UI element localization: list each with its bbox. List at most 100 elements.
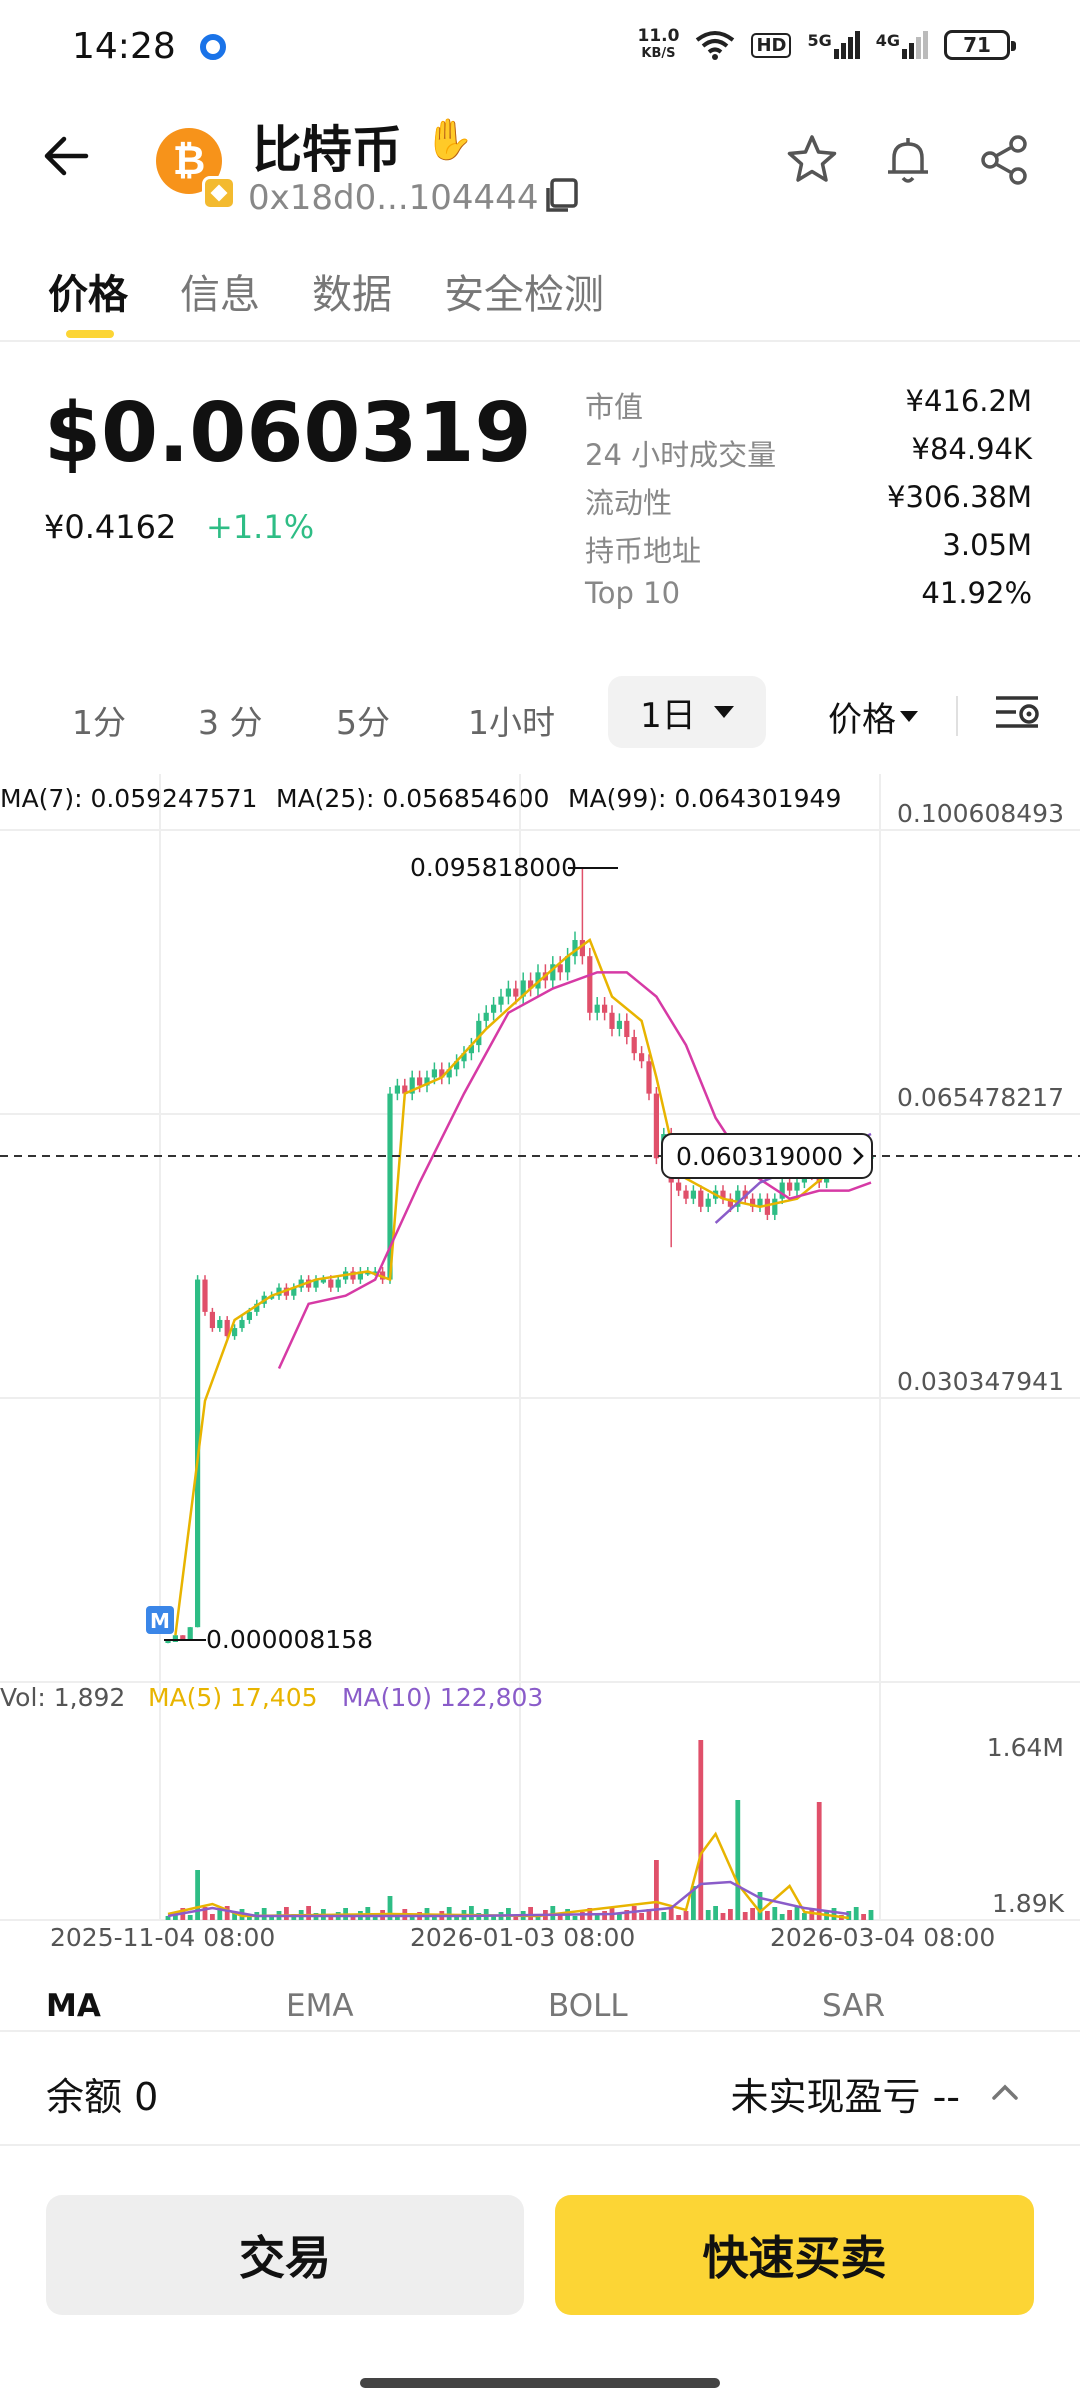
tab-active-indicator	[66, 330, 114, 338]
candle	[698, 1190, 704, 1207]
volume-bar	[572, 1916, 578, 1920]
unrealized-pnl[interactable]: 未实现盈亏 --	[730, 2075, 960, 2119]
marker-label: M	[150, 1609, 170, 1633]
notification-app-icon	[200, 34, 226, 60]
indicator-boll[interactable]: BOLL	[548, 1988, 628, 2024]
volume-bar	[713, 1906, 718, 1920]
volume-bar	[387, 1896, 393, 1920]
candle	[269, 1295, 275, 1299]
candle	[357, 1271, 363, 1280]
candle	[565, 956, 571, 973]
signal-5g-icon: 5G	[807, 31, 860, 59]
x-axis-label: 2025-11-04 08:00	[50, 1923, 275, 1952]
star-icon[interactable]	[784, 132, 840, 188]
candle	[306, 1279, 312, 1288]
volume-bar	[409, 1916, 415, 1920]
volume-bar	[580, 1912, 585, 1920]
tab-info[interactable]: 信息	[180, 272, 260, 318]
candle	[254, 1303, 260, 1312]
candle	[387, 1093, 393, 1280]
interval-1d-dropdown[interactable]: 1日	[608, 676, 766, 748]
volume-bar	[765, 1911, 770, 1920]
current-price-tag[interactable]: 0.060319000	[661, 1133, 873, 1179]
chart-settings-icon[interactable]	[994, 692, 1042, 734]
tab-security[interactable]: 安全检测	[444, 272, 604, 318]
candle	[602, 1004, 608, 1013]
volume-bar	[506, 1908, 511, 1920]
interval-1h[interactable]: 1小时	[468, 703, 555, 742]
ma7-line	[174, 938, 872, 1636]
volume-bar	[691, 1886, 696, 1920]
quick-trade-button[interactable]: 快速买卖	[555, 2195, 1034, 2315]
candle	[787, 1182, 793, 1191]
volume-bar	[787, 1910, 792, 1920]
copy-icon[interactable]	[540, 176, 580, 216]
candle	[172, 1635, 178, 1642]
volume-bar	[594, 1915, 600, 1920]
indicator-ma[interactable]: MA	[46, 1988, 101, 2024]
candle	[461, 1053, 467, 1062]
candle	[180, 1635, 186, 1640]
y-axis-label: 0.030347941	[897, 1367, 1064, 1396]
volume-bar	[195, 1870, 200, 1920]
candle	[335, 1279, 341, 1288]
share-icon[interactable]	[976, 132, 1032, 188]
marker-badge[interactable]	[146, 1606, 174, 1634]
candle	[454, 1061, 460, 1070]
interval-1m[interactable]: 1分	[72, 703, 126, 742]
ma25-line	[277, 971, 872, 1369]
chevron-up-icon[interactable]	[990, 2078, 1020, 2108]
candle	[520, 980, 526, 997]
indicator-sar[interactable]: SAR	[822, 1988, 885, 2024]
stat-holders-label: 持币地址	[585, 534, 702, 568]
volume-bar	[491, 1916, 496, 1920]
volume-bar	[210, 1914, 215, 1920]
volume-bar	[742, 1912, 748, 1920]
ma7-legend: MA(7): 0.059247571	[0, 784, 258, 813]
trade-button[interactable]: 交易	[46, 2195, 524, 2315]
indicator-ema[interactable]: EMA	[286, 1988, 354, 2024]
chevron-right-icon	[853, 1147, 864, 1165]
candle	[639, 1053, 645, 1062]
tab-price[interactable]: 价格	[48, 272, 128, 318]
stat-holders-value: 3.05M	[942, 528, 1032, 562]
volume-ma10-line	[167, 1880, 849, 1918]
tab-data[interactable]: 数据	[312, 272, 392, 318]
coin-name: 比特币	[252, 121, 402, 179]
volume-bar	[654, 1860, 659, 1920]
volume-ma10-legend: MA(10) 122,803	[342, 1683, 543, 1712]
ma25-legend: MA(25): 0.056854600	[276, 784, 550, 813]
candle	[683, 1190, 689, 1199]
volume-ma-lines	[167, 1831, 849, 1920]
volume-bar	[735, 1800, 741, 1920]
volume-bar	[202, 1907, 208, 1920]
candle	[232, 1328, 238, 1337]
x-axis-label: 2026-03-04 08:00	[770, 1923, 995, 1952]
price-type-dropdown[interactable]: 价格	[828, 692, 918, 741]
candle	[557, 964, 563, 973]
hd-icon: HD	[751, 32, 792, 58]
battery-icon: 71	[944, 30, 1016, 60]
volume-bar	[676, 1915, 681, 1920]
candle	[187, 1627, 193, 1640]
volume-bar	[446, 1907, 452, 1920]
candle	[394, 1085, 400, 1094]
interval-5m[interactable]: 5分	[336, 703, 390, 742]
volume-bar	[165, 1916, 171, 1920]
back-arrow-icon[interactable]	[40, 130, 92, 182]
volume-bar	[816, 1802, 822, 1920]
volume-bar	[247, 1916, 252, 1920]
candle	[720, 1190, 726, 1199]
price-chart[interactable]: 0.100608493 0.065478217 0.030347941 0.09…	[0, 774, 1080, 1970]
volume-bar	[528, 1907, 533, 1920]
candle	[528, 980, 534, 989]
interval-3m[interactable]: 3 分	[198, 703, 263, 742]
home-indicator[interactable]	[360, 2378, 720, 2388]
candle	[276, 1287, 282, 1296]
candle	[609, 1012, 615, 1029]
candle	[491, 1004, 497, 1013]
volume-bar	[831, 1908, 837, 1920]
candle	[380, 1271, 386, 1280]
bell-icon[interactable]	[880, 132, 936, 188]
volume-bar	[802, 1913, 807, 1920]
